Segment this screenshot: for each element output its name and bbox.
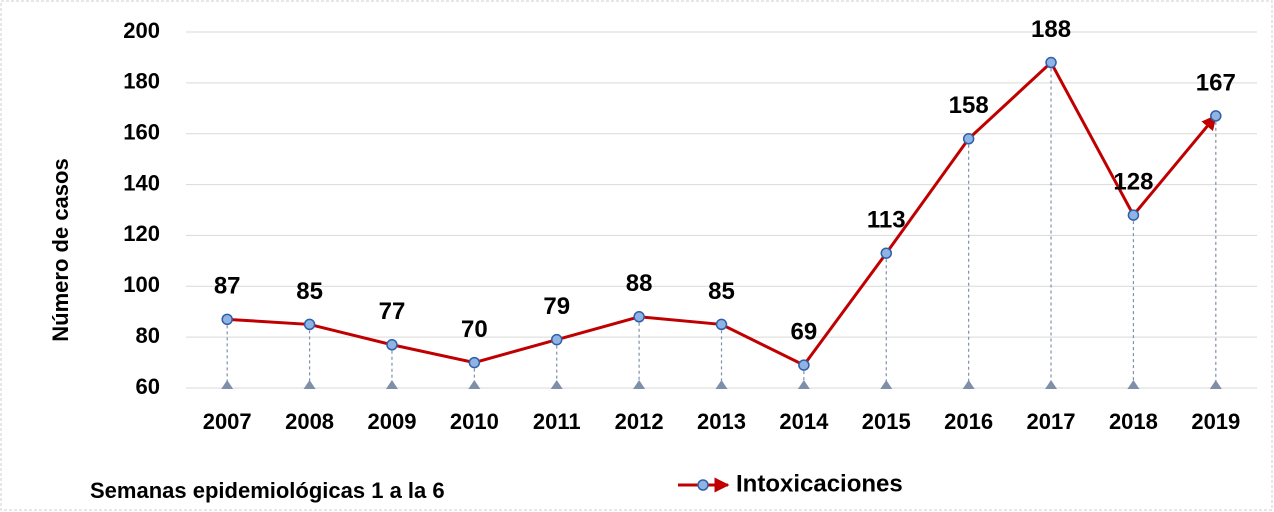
point	[962, 133, 975, 145]
data-label: 167	[1196, 69, 1236, 96]
y-tick-label: 80	[136, 323, 160, 348]
y-tick-label: 140	[123, 170, 160, 195]
drop-marker	[1045, 380, 1058, 389]
y-tick-label: 100	[123, 272, 160, 297]
legend-marker	[697, 479, 709, 491]
drop-marker	[1209, 380, 1222, 389]
x-tick-label: 2007	[203, 409, 252, 434]
drop-marker	[633, 380, 646, 389]
data-label: 70	[461, 316, 488, 343]
x-tick-label: 2018	[1109, 409, 1158, 434]
x-tick-label: 2014	[779, 409, 829, 434]
drop-marker	[1127, 380, 1140, 389]
drop-marker	[385, 380, 398, 389]
x-tick-label: 2015	[862, 409, 911, 434]
data-label: 69	[791, 318, 818, 345]
y-tick-label: 160	[123, 120, 160, 145]
data-label: 87	[214, 273, 241, 300]
data-label: 188	[1031, 16, 1071, 43]
drop-marker	[550, 380, 563, 389]
y-tick-label: 200	[123, 18, 160, 43]
y-tick-label: 60	[136, 374, 160, 399]
drop-marker	[468, 380, 481, 389]
data-label: 128	[1113, 168, 1153, 195]
data-label: 113	[867, 207, 906, 234]
x-tick-label: 2011	[533, 409, 581, 434]
x-tick-label: 2008	[285, 409, 334, 434]
data-label: 88	[626, 270, 653, 297]
x-tick-label: 2016	[944, 409, 993, 434]
data-label: 77	[379, 298, 406, 325]
x-tick-label: 2009	[367, 409, 416, 434]
point	[1045, 56, 1057, 69]
point	[550, 333, 563, 346]
x-tick-label: 2019	[1191, 409, 1240, 434]
point	[303, 318, 316, 331]
y-tick-label: 180	[123, 69, 160, 94]
y-axis-label: Número de casos	[48, 158, 73, 341]
drop-marker	[303, 380, 316, 389]
note: Semanas epidemiológicas 1 a la 6	[90, 478, 445, 503]
drop-marker	[797, 380, 810, 389]
drop-marker	[962, 380, 975, 389]
legend-label: Intoxicaciones	[736, 470, 903, 497]
point	[468, 356, 481, 369]
point	[633, 311, 645, 323]
point	[386, 339, 398, 351]
drop-marker	[880, 380, 893, 389]
data-label: 85	[296, 278, 323, 305]
data-label: 85	[708, 278, 735, 305]
point	[221, 313, 233, 326]
point	[798, 359, 810, 371]
x-tick-label: 2013	[697, 409, 746, 434]
point	[1127, 209, 1140, 221]
data-label: 79	[543, 293, 570, 320]
point	[715, 318, 728, 331]
x-tick-label: 2017	[1027, 409, 1076, 434]
point	[1210, 110, 1222, 122]
point	[880, 247, 893, 259]
x-tick-label: 2012	[615, 409, 664, 434]
y-tick-label: 120	[123, 221, 160, 246]
drop-marker	[221, 380, 234, 389]
data-label: 158	[949, 92, 989, 119]
drop-marker	[715, 380, 728, 389]
x-tick-label: 2010	[450, 409, 499, 434]
legend: Intoxicaciones	[678, 470, 903, 497]
